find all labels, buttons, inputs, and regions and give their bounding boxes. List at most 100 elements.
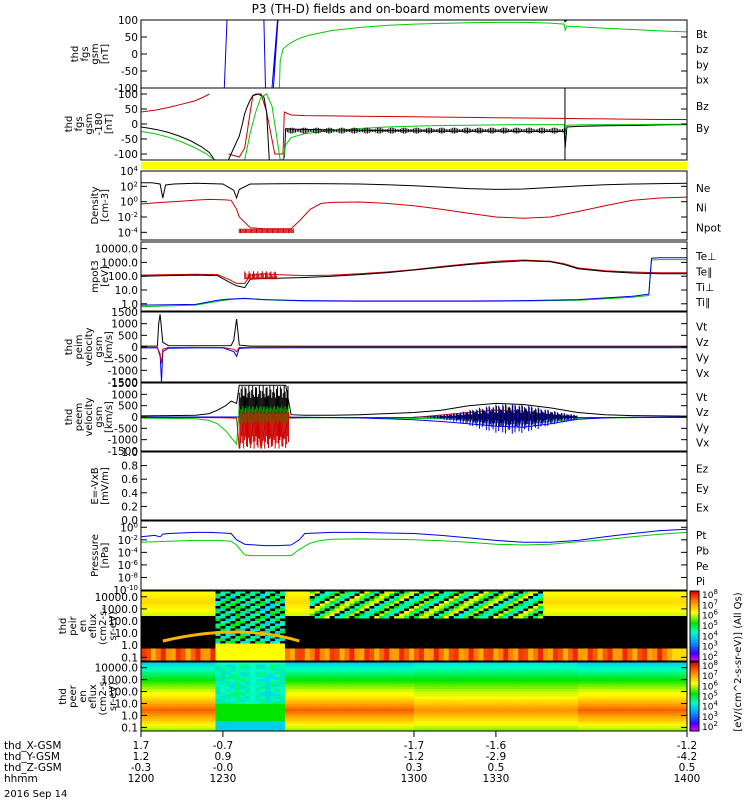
colorbar-cell (690, 648, 699, 651)
y-axis-label: (cm2-s- (98, 607, 109, 645)
colorbar-cell (690, 713, 699, 716)
y-tick-label: -1500 (107, 446, 138, 458)
y-tick-label: 100.0 (108, 616, 138, 628)
colorbar-cell (690, 608, 699, 611)
y-tick-label: 10.0 (115, 628, 138, 640)
colorbar-cell (690, 636, 699, 639)
x-row-value: -1.2 (677, 740, 698, 752)
y-tick-label: 100.0 (108, 271, 138, 283)
x-row-value: 0.9 (215, 751, 232, 763)
series-Vx (141, 347, 687, 382)
legend-label: Vy (696, 352, 709, 364)
legend-label: Te⊥ (695, 251, 716, 263)
y-tick-label: 1500 (111, 307, 138, 319)
y-tick-label: 0.1 (121, 652, 138, 664)
y-axis-label: peem (74, 403, 85, 431)
colorbar-cell (690, 638, 699, 641)
legend-label: Bt (696, 29, 707, 41)
legend-label: Bz (696, 101, 709, 113)
legend-label: Vy (696, 422, 709, 434)
legend-label: Ti∥ (695, 297, 710, 309)
series-Vy (141, 405, 687, 446)
series-Te⊥ (141, 257, 687, 306)
y-tick-label: 10000.0 (95, 592, 138, 604)
legend-label: Vz (696, 407, 709, 419)
legend-label: By (696, 123, 709, 135)
panel-density: 104 102 100 10-2 10-4 Density [cm-3] Ne Ni Npot (90, 165, 721, 241)
panel-frame (140, 520, 688, 591)
peem-noise (238, 385, 578, 449)
y-axis-label: velocity (84, 397, 95, 436)
colorbar-cell (690, 619, 699, 622)
colorbar-cell (690, 626, 699, 629)
series-Bt (141, 93, 687, 160)
colorbar-cell (690, 599, 699, 602)
y-axis-label: E=-VxB (90, 467, 101, 504)
x-row-value: 1200 (128, 773, 155, 785)
colorbar-cell (690, 687, 699, 691)
legend-label: Ey (696, 483, 709, 495)
y-axis-label: thd (64, 409, 75, 426)
colorbar-cell (690, 698, 699, 701)
x-row-value: 1400 (674, 773, 701, 785)
y-tick-label: 1.0 (121, 447, 138, 459)
y-tick-label: 0 (131, 342, 138, 354)
panel-fgs180: 100 50 0 -50 -100 thd fgs gsm -180 [nT] Bz By (64, 87, 709, 161)
peir-arc (162, 630, 300, 643)
colorbar-cell (690, 708, 699, 711)
colorbar-cell (690, 613, 699, 616)
y-tick-label: 0.1 (121, 722, 138, 734)
y-tick-label: 500 (118, 330, 138, 342)
series-By (141, 93, 687, 160)
colorbar-cell (690, 710, 699, 713)
y-tick-label: 0.2 (121, 501, 138, 513)
legend-label: Ex (696, 503, 709, 515)
legend-label: Ez (696, 464, 709, 476)
legend-label: Ti⊥ (695, 282, 714, 294)
colorbar-cell (690, 655, 699, 658)
panel-efield: 1.0 0.80.6 0.40.2 0.0 E=-VxB [mV/m] Ez Ey Ex (90, 447, 709, 527)
legend-label: Vz (696, 337, 709, 349)
colorbar-cell (690, 603, 699, 606)
x-row-value: -0.3 (131, 762, 152, 774)
y-tick-label: 1000 (111, 319, 138, 331)
y-tick-label: 100 (118, 15, 138, 27)
y-axis-label: thd (58, 688, 69, 705)
colorbar-cell (690, 596, 699, 599)
colorbar-cell (690, 654, 699, 657)
x-row-label: hhmm (4, 773, 38, 785)
colorbar-cell (690, 641, 699, 644)
colorbar-cell (690, 677, 699, 680)
y-axis-label: Pressure (90, 534, 101, 577)
colorbar-frame (689, 590, 700, 662)
colorbar-cell (690, 689, 699, 692)
colorbar-cell (690, 598, 699, 601)
legend-label: Ni (696, 203, 707, 215)
y-tick-label: 10000.0 (95, 663, 138, 675)
legend-label: Vt (696, 392, 707, 404)
colorbar-cell (690, 691, 699, 694)
y-axis-label: [km/s] (104, 331, 115, 363)
x-row-value: -1.7 (404, 740, 425, 752)
y-tick-label: 10.0 (115, 699, 138, 711)
colorbar-cell (690, 720, 699, 723)
colorbar-cell (690, 659, 699, 662)
series-by (278, 21, 687, 88)
y-axis-label: peir (68, 615, 79, 635)
legend-label: Te∥ (695, 267, 712, 279)
y-tick-label: 10-6 (118, 559, 139, 572)
y-axis-label: thd (70, 46, 81, 63)
y-axis-label: [eV] (100, 266, 111, 287)
yellow-status-bar (141, 162, 687, 169)
y-tick-label: -1000 (107, 435, 138, 447)
legend-label: Vx (696, 437, 709, 449)
y-axis-label: thd (58, 618, 69, 635)
y-tick-label: 100 (118, 89, 138, 101)
y-axis-label: velocity (84, 327, 95, 366)
legend-label: Pb (696, 546, 709, 558)
y-tick-label: -50 (121, 134, 138, 146)
